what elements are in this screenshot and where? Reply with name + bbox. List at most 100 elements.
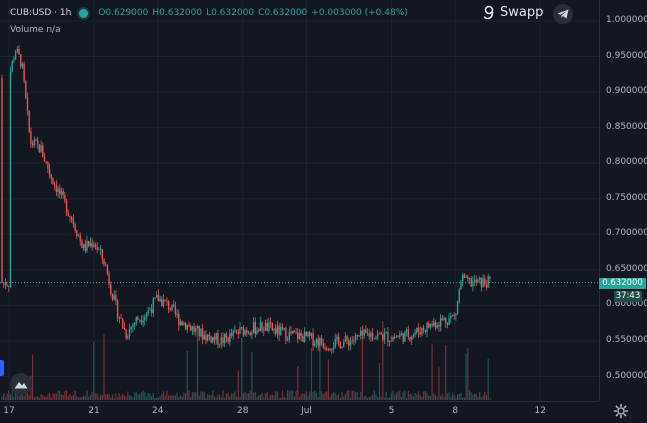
candle-body (98, 249, 100, 251)
market-status-icon (79, 8, 89, 18)
settings-gear-icon[interactable] (613, 403, 629, 419)
candle-body (45, 161, 47, 163)
volume-bar (256, 397, 258, 400)
volume-bar (94, 393, 97, 400)
candle-body (422, 327, 425, 331)
volume-bar (417, 391, 420, 400)
candle-body (154, 297, 156, 299)
candle-body (258, 329, 260, 332)
volume-bar (239, 397, 241, 400)
price-tick-label: 0.650000 (606, 263, 647, 274)
volume-bar (156, 397, 158, 400)
candle-body (332, 347, 335, 350)
volume-bar (185, 393, 187, 400)
candle-body (307, 332, 309, 337)
candle-body (346, 336, 348, 341)
volume-bar (142, 390, 144, 400)
volume-bar (202, 391, 204, 400)
volume-bar (370, 396, 372, 400)
candle-body (297, 332, 299, 339)
candle-body (89, 242, 92, 247)
volume-bar (168, 395, 170, 400)
candle-body (149, 309, 151, 311)
candle-body (128, 328, 131, 337)
volume-bar (147, 392, 149, 400)
candle-body (315, 339, 318, 344)
candle-body (178, 313, 180, 326)
volume-bar (118, 393, 120, 400)
candle-body (14, 51, 17, 60)
symbol-label[interactable]: CUB:USD · 1h (10, 8, 72, 18)
volume-bar (151, 396, 153, 400)
price-chart[interactable] (0, 0, 599, 401)
candle-body (249, 332, 251, 336)
candle-body (412, 334, 415, 337)
volume-bar (83, 395, 85, 400)
volume-bar (351, 390, 353, 400)
volume-bar (297, 366, 299, 400)
candle-body (363, 329, 365, 336)
volume-bar (11, 390, 13, 400)
candle-body (463, 274, 466, 278)
candle-body (224, 333, 226, 344)
price-axis[interactable]: 1.000000 0.950000 0.900000 0.850000 0.800000… (599, 0, 647, 401)
volume-bar (247, 393, 250, 400)
swapp-brand[interactable]: Swapp (483, 5, 543, 20)
volume-bar (479, 391, 481, 400)
candle-body (278, 325, 280, 336)
candle-body (96, 246, 98, 250)
tradingview-logo-icon (14, 382, 28, 389)
drawing-toolbar-toggle[interactable] (0, 360, 4, 376)
volume-bar (389, 397, 391, 400)
candle-body (208, 334, 211, 337)
candle-body (456, 301, 459, 314)
candle-body (120, 317, 122, 319)
candle-body (421, 327, 423, 335)
volume-bar (230, 393, 233, 400)
volume-bar (436, 396, 438, 400)
candle-body (375, 336, 377, 339)
volume-bar (433, 393, 435, 400)
volume-bar (268, 397, 270, 400)
volume-bar (77, 397, 80, 400)
volume-bar (295, 390, 297, 400)
volume-bar (474, 393, 476, 400)
time-tick-label: 28 (237, 406, 249, 416)
candle-body (215, 333, 217, 340)
volume-bar (242, 393, 244, 400)
candle-body (360, 330, 362, 336)
volume-bar (287, 390, 289, 400)
price-tick-label: 1.000000 (606, 15, 647, 25)
swapp-logo-icon (483, 5, 494, 20)
candle-body (59, 188, 61, 195)
candle-body (388, 341, 391, 342)
candle-body (169, 309, 171, 311)
candle-body (317, 339, 319, 347)
candle-body (213, 336, 216, 340)
candle-body (157, 294, 160, 302)
volume-bar (283, 396, 285, 400)
candle-body (229, 333, 231, 343)
candle-body (341, 346, 343, 348)
candle-body (414, 332, 416, 335)
candle-body (319, 338, 321, 347)
candle-body (57, 188, 59, 193)
volume-bar (343, 396, 345, 400)
volume-bar (132, 397, 134, 400)
volume-bar (52, 393, 54, 400)
candle-body (106, 265, 109, 275)
candle-body (122, 318, 124, 328)
volume-bar (237, 370, 239, 400)
candle-body (237, 331, 239, 334)
telegram-button[interactable] (553, 4, 573, 24)
volume-bar (292, 390, 294, 400)
volume-bar (120, 396, 122, 400)
volume-bar (162, 390, 165, 400)
volume-bar (8, 390, 10, 400)
volume-bar (465, 353, 467, 400)
candle-body (1, 77, 3, 283)
time-axis[interactable]: 17 21 24 28 Jul 5 8 12 (0, 401, 599, 423)
telegram-icon (557, 9, 569, 19)
candle-body (244, 330, 246, 336)
chart-logo-button[interactable] (10, 373, 32, 395)
